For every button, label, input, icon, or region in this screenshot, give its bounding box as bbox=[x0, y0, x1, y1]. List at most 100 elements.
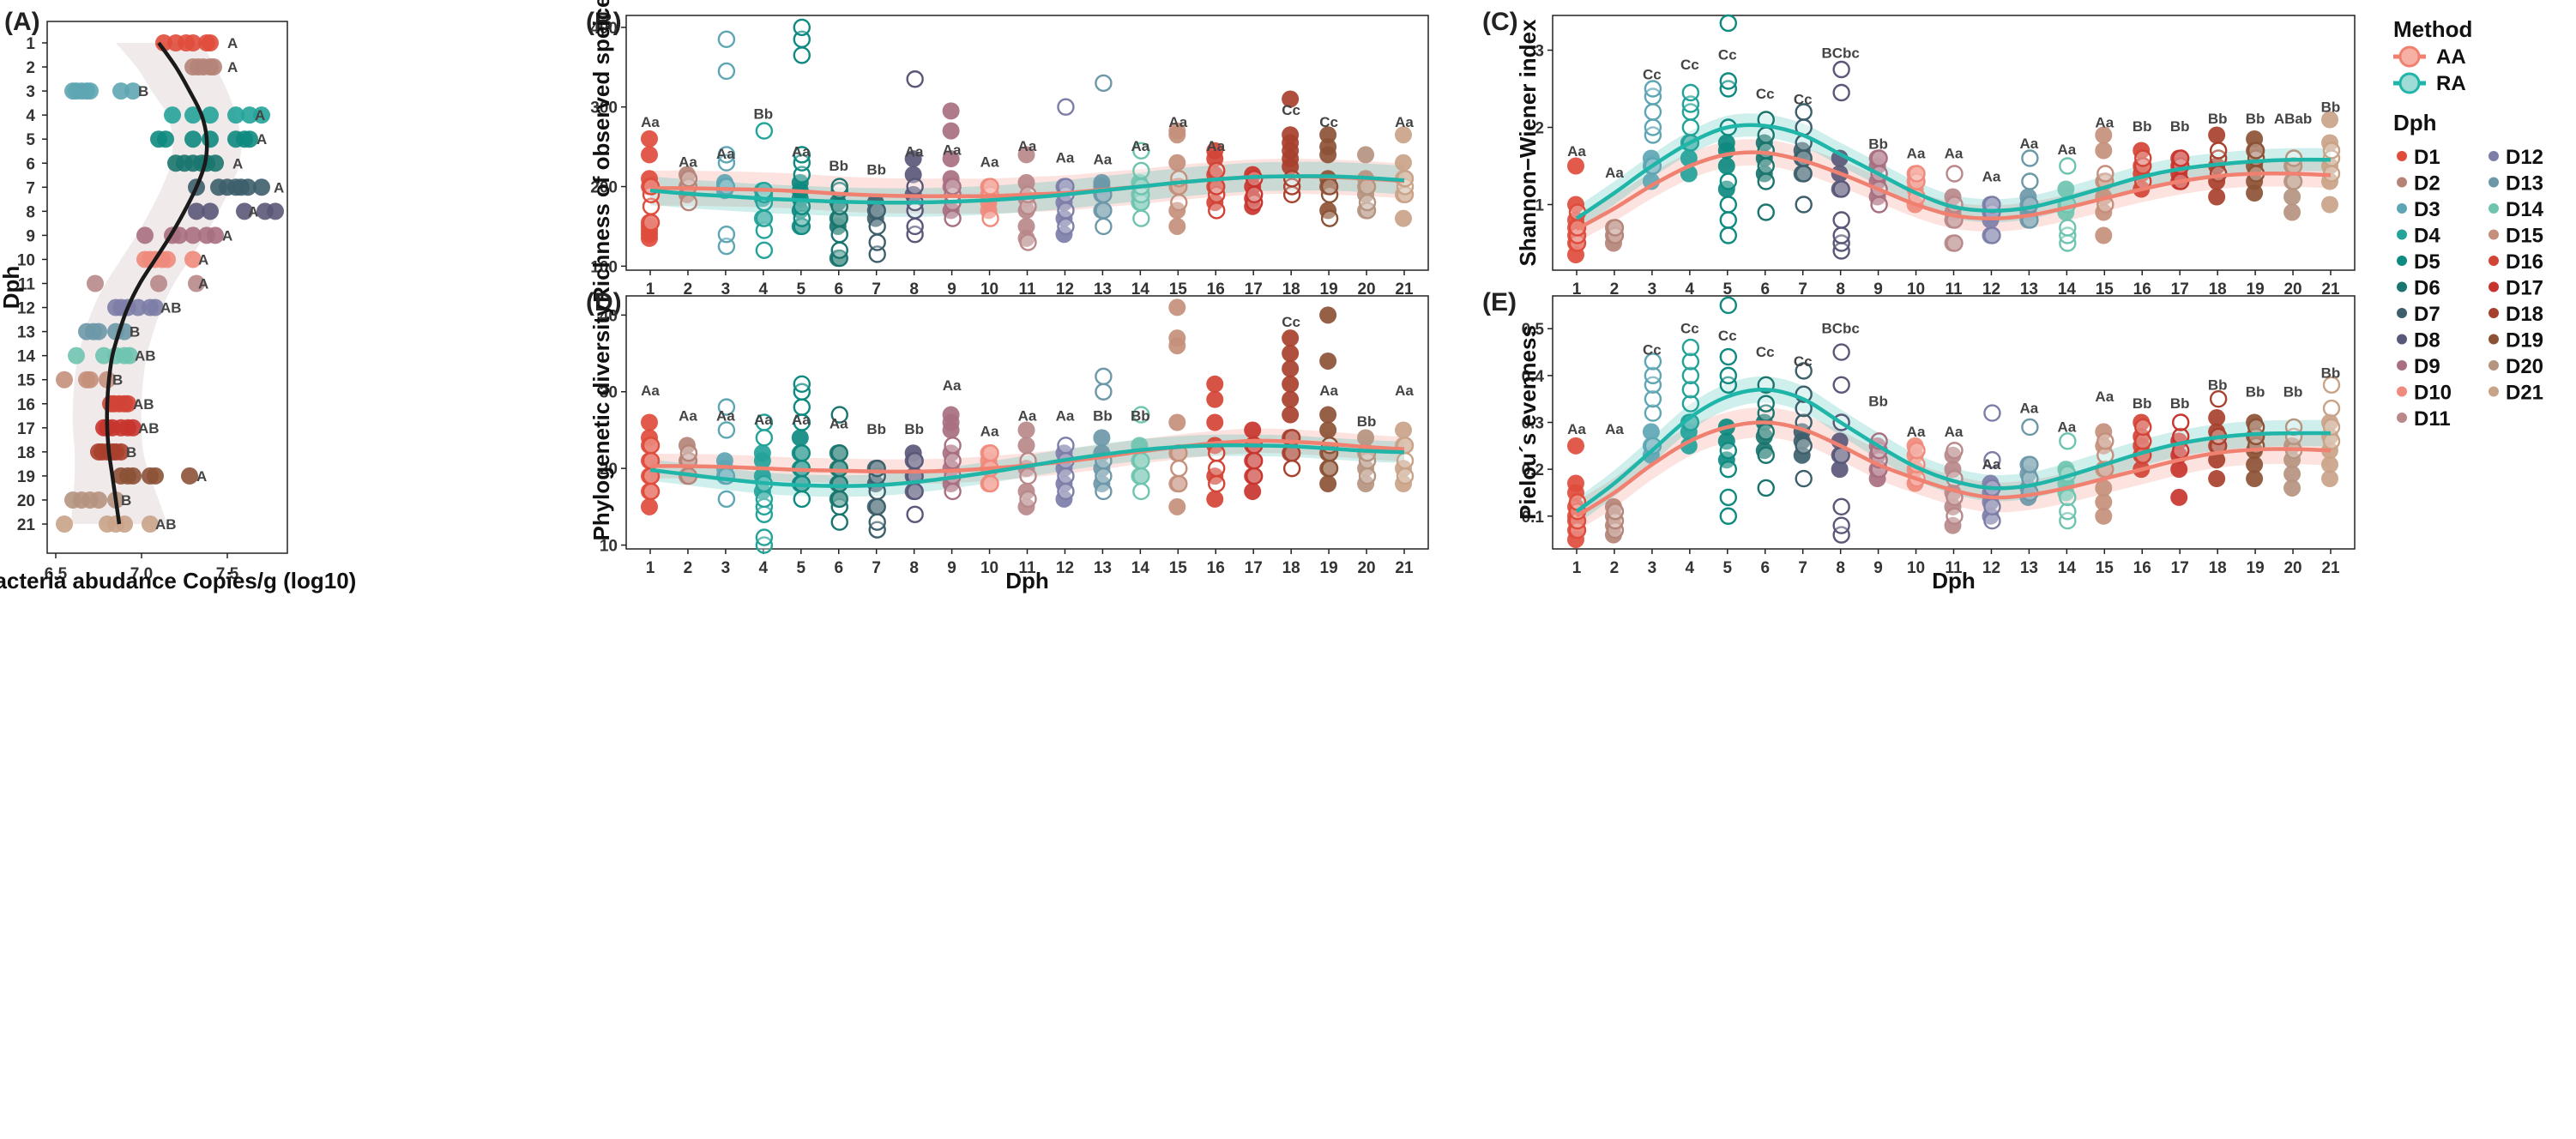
panel-b-sig-letter: Aa bbox=[980, 154, 999, 170]
panel-b-aa-point bbox=[1168, 154, 1186, 172]
panel-b-xtick-label: 19 bbox=[1320, 280, 1338, 298]
legend-dph-label: D5 bbox=[2414, 250, 2440, 274]
legend-dph-label: D21 bbox=[2506, 382, 2543, 405]
panel-e-xtick-label: 7 bbox=[1798, 559, 1807, 577]
panel-d-aa-point bbox=[1357, 429, 1375, 447]
panel-b-ra-point bbox=[1132, 161, 1150, 180]
panel-d-ra-point bbox=[868, 513, 886, 531]
legend-dph-marker bbox=[2489, 334, 2499, 345]
panel-b-sig-letter: Aa bbox=[792, 143, 811, 160]
panel-d-aa-point bbox=[942, 406, 960, 424]
panel-b-xtick-label: 18 bbox=[1282, 280, 1300, 298]
panel-a-point bbox=[142, 515, 159, 533]
panel-e-xtick-label: 3 bbox=[1648, 559, 1657, 577]
panel-e-ra-point bbox=[1946, 507, 1964, 525]
legend: Method AA RA Dph D1D2D3D4D5D6D7D8D9D10D1… bbox=[2393, 16, 2544, 431]
legend-dph-label: D12 bbox=[2506, 146, 2543, 169]
panel-d-ra-point bbox=[1208, 459, 1226, 478]
legend-dph-label: D17 bbox=[2506, 277, 2543, 300]
panel-b-ra-point bbox=[830, 241, 848, 259]
panel-e-xtick-label: 17 bbox=[2171, 559, 2189, 577]
panel-e-sig-letter: Bb bbox=[2283, 383, 2303, 400]
panel-d-ra-point bbox=[1057, 482, 1075, 501]
panel-d-aa-point bbox=[1319, 406, 1337, 424]
panel-c-ra-point bbox=[1719, 211, 1738, 229]
panel-c-sig-letter: Cc bbox=[1718, 46, 1737, 63]
panel-b-ytick-label: 400 bbox=[590, 20, 618, 38]
panel-b-aa-point bbox=[1282, 90, 1300, 108]
panel-e-ra-point bbox=[1832, 343, 1850, 361]
panel-d-aa-point bbox=[1319, 352, 1337, 370]
panel-d-ra-point bbox=[1208, 444, 1226, 462]
panel-e-ra-point bbox=[1719, 296, 1738, 315]
panel-c-xtick-label: 17 bbox=[2171, 280, 2189, 298]
panel-e-ra-point bbox=[1644, 366, 1662, 385]
panel-a-point bbox=[207, 154, 224, 172]
panel-e-xtick-label: 5 bbox=[1723, 559, 1733, 577]
panel-d-sig-letter: Aa bbox=[830, 416, 848, 432]
panel-d-aa-point bbox=[1282, 406, 1300, 424]
panel-e-ytick-label: 0.4 bbox=[1522, 368, 1545, 386]
panel-b-ra-point bbox=[1019, 233, 1037, 251]
panel-c-ra-trend-line bbox=[1575, 123, 2332, 220]
panel-b-ra-point bbox=[717, 178, 736, 196]
legend-aa-label: AA bbox=[2436, 45, 2466, 69]
panel-b-ra-point bbox=[1057, 98, 1075, 116]
panel-b-ra-point bbox=[906, 178, 924, 196]
panel-a-sig-letter: A bbox=[227, 35, 238, 51]
legend-dph-label: D13 bbox=[2506, 172, 2543, 196]
panel-e-aa-point bbox=[1944, 446, 1962, 464]
panel-c-sig-letter: Bb bbox=[2208, 111, 2228, 127]
panel-b-ra-point bbox=[1320, 178, 1339, 196]
panel-e-sig-letter: Bb bbox=[2246, 383, 2265, 400]
panel-c-ra-point bbox=[1983, 226, 2001, 244]
panel-d-aa-point bbox=[641, 497, 658, 515]
panel-b-sig-letter: Aa bbox=[679, 154, 697, 170]
panel-b-sig-letter: Bb bbox=[866, 162, 886, 178]
panel-c-sig-letter: Aa bbox=[1945, 146, 1964, 162]
panel-b-ra-point bbox=[793, 18, 811, 37]
panel-e-ra-point bbox=[2322, 432, 2341, 450]
panel-d-ra-point bbox=[793, 490, 811, 509]
panel-c-sig-letter: Cc bbox=[1680, 57, 1699, 73]
legend-dph-label: D19 bbox=[2506, 329, 2543, 353]
legend-dph-label: D2 bbox=[2414, 172, 2440, 196]
panel-d-ra-point bbox=[1095, 383, 1113, 401]
panel-a-sig-letter: AB bbox=[133, 396, 154, 413]
panel-e-sig-letter: Cc bbox=[1794, 353, 1813, 370]
panel-a-ytick-label: 7 bbox=[26, 179, 35, 197]
panel-d-ra-point bbox=[1170, 474, 1188, 493]
panel-c-ra-point bbox=[2021, 149, 2039, 167]
panel-a-point bbox=[81, 371, 99, 389]
panel-b-ra-point bbox=[642, 197, 661, 215]
panel-e-aa-point bbox=[2208, 470, 2226, 488]
panel-c-aa-point bbox=[2321, 111, 2338, 129]
panel-b-ra-point bbox=[868, 202, 886, 220]
panel-d-ra-point bbox=[793, 444, 811, 462]
panel-a-ytick-label: 16 bbox=[17, 396, 35, 414]
panel-a-ytick-label: 13 bbox=[17, 324, 35, 342]
panel-e-aa-point bbox=[2321, 470, 2338, 488]
panel-a-ytick-label: 15 bbox=[17, 372, 36, 390]
legend-dph-label: D15 bbox=[2506, 225, 2543, 248]
panel-d-ra-point bbox=[1208, 474, 1226, 493]
panel-b-ra-point bbox=[755, 122, 774, 140]
panel-b-ytick-label: 100 bbox=[590, 258, 618, 276]
panel-d-sig-letter: Aa bbox=[1018, 408, 1037, 425]
legend-dph-title: Dph bbox=[2393, 110, 2437, 136]
panel-d-xtick-label: 14 bbox=[1131, 559, 1150, 577]
panel-b-xtick-label: 9 bbox=[947, 280, 956, 298]
panel-b-ra-point bbox=[868, 245, 886, 263]
panel-e-ra-point bbox=[1983, 451, 2001, 469]
panel-d-xtick-label: 2 bbox=[684, 559, 693, 577]
panel-e-ra-point bbox=[1983, 404, 2001, 422]
panel-c-ra-point bbox=[1719, 14, 1738, 33]
panel-e-ra-point bbox=[1681, 366, 1700, 385]
panel-b-xtick-label: 5 bbox=[797, 280, 806, 298]
panel-e-sig-letter: Aa bbox=[1945, 424, 1964, 440]
panel-d-aa-point bbox=[1395, 421, 1412, 439]
panel-a-xtick-label: 6.5 bbox=[45, 565, 68, 583]
panel-c-aa-point bbox=[2095, 226, 2113, 244]
panel-e-aa-point bbox=[1906, 437, 1924, 455]
